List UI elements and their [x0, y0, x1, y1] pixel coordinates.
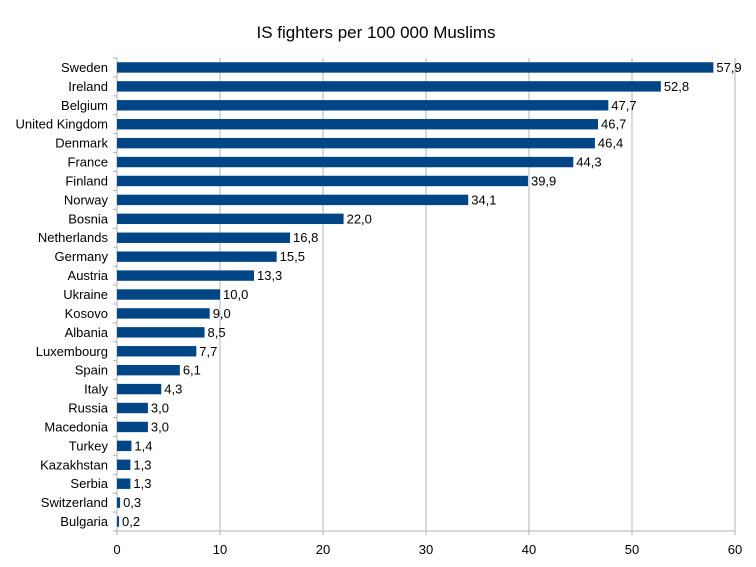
data-label: 7,7 [199, 344, 217, 359]
data-label: 39,9 [531, 173, 556, 188]
data-label: 15,5 [280, 249, 305, 264]
category-label: Sweden [61, 60, 108, 75]
category-label: Turkey [69, 438, 109, 453]
category-label: Ireland [68, 79, 108, 94]
x-tick-label: 40 [522, 542, 536, 557]
category-label: Belgium [61, 98, 108, 113]
x-tick-label: 20 [316, 542, 330, 557]
category-label: Bulgaria [60, 514, 108, 529]
bar [117, 364, 180, 376]
data-label: 46,4 [598, 136, 623, 151]
data-label: 16,8 [293, 230, 318, 245]
category-label: Spain [75, 363, 108, 378]
data-label: 47,7 [611, 98, 636, 113]
category-label: Bosnia [68, 211, 109, 226]
bar [117, 119, 599, 130]
bar [117, 100, 609, 111]
data-label: 3,0 [151, 419, 169, 434]
bar [117, 421, 148, 433]
bar [117, 308, 210, 319]
bar [117, 459, 131, 470]
bar [117, 137, 595, 149]
bar [117, 232, 291, 243]
data-labels: 57,9 52,8 47,7 46,7 46,4 44,3 39,9 34,1 22,0 16,8… [122, 60, 742, 529]
data-label: 57,9 [716, 60, 741, 75]
data-label: 4,3 [164, 382, 182, 397]
category-label: Finland [65, 173, 108, 188]
data-label: 1,3 [133, 457, 151, 472]
data-label: 52,8 [664, 79, 689, 94]
category-label: Norway [64, 192, 109, 207]
category-label: Kazakhstan [40, 457, 108, 472]
data-label: 13,3 [257, 268, 282, 283]
category-labels: Sweden Ireland Belgium United Kingdom Denmar… [16, 60, 109, 529]
data-label: 10,0 [223, 287, 248, 302]
category-label: Russia [68, 401, 109, 416]
bar [117, 289, 220, 300]
category-label: Germany [55, 249, 109, 264]
data-label: 34,1 [471, 192, 496, 207]
category-label: Switzerland [41, 495, 108, 510]
category-label: Kosovo [65, 306, 108, 321]
bar [117, 251, 277, 262]
category-label: Macedonia [44, 419, 108, 434]
x-tick-label: 10 [213, 542, 227, 557]
x-tick-label: 30 [419, 542, 433, 557]
category-label: Denmark [55, 136, 108, 151]
bar [117, 346, 197, 357]
x-tick-label: 0 [113, 542, 120, 557]
category-label: France [68, 155, 108, 170]
bar [117, 156, 574, 168]
bar [117, 478, 131, 489]
bar [117, 175, 528, 187]
category-label: Serbia [70, 476, 108, 491]
category-label: Luxembourg [36, 344, 108, 359]
x-tick-label: 50 [625, 542, 639, 557]
x-axis-ticks: 0 10 20 30 40 50 60 [113, 542, 742, 557]
bar [117, 213, 344, 225]
data-label: 3,0 [151, 401, 169, 416]
bar [117, 62, 714, 73]
data-label: 6,1 [183, 363, 201, 378]
data-label: 0,3 [123, 495, 141, 510]
category-label: Netherlands [38, 230, 109, 245]
category-label: United Kingdom [16, 117, 109, 132]
bar [117, 402, 148, 414]
x-tick-label: 60 [728, 542, 742, 557]
chart-title: IS fighters per 100 000 Muslims [256, 23, 495, 42]
data-label: 46,7 [601, 117, 626, 132]
data-label: 9,0 [213, 306, 231, 321]
bar [117, 81, 661, 92]
bar [117, 383, 162, 395]
bars [117, 62, 714, 527]
gridlines [113, 57, 736, 535]
bar [117, 270, 254, 281]
data-label: 1,3 [133, 476, 151, 491]
bar [117, 327, 205, 338]
category-label: Ukraine [63, 287, 108, 302]
bar [117, 194, 469, 206]
category-label: Austria [68, 268, 109, 283]
data-label: 44,3 [576, 155, 601, 170]
bar [117, 440, 132, 452]
data-label: 0,2 [122, 514, 140, 529]
bar [117, 497, 121, 508]
category-label: Italy [84, 382, 108, 397]
data-label: 8,5 [208, 325, 226, 340]
data-label: 22,0 [347, 211, 372, 226]
bar [117, 516, 120, 527]
data-label: 1,4 [134, 438, 152, 453]
category-label: Albania [65, 325, 109, 340]
